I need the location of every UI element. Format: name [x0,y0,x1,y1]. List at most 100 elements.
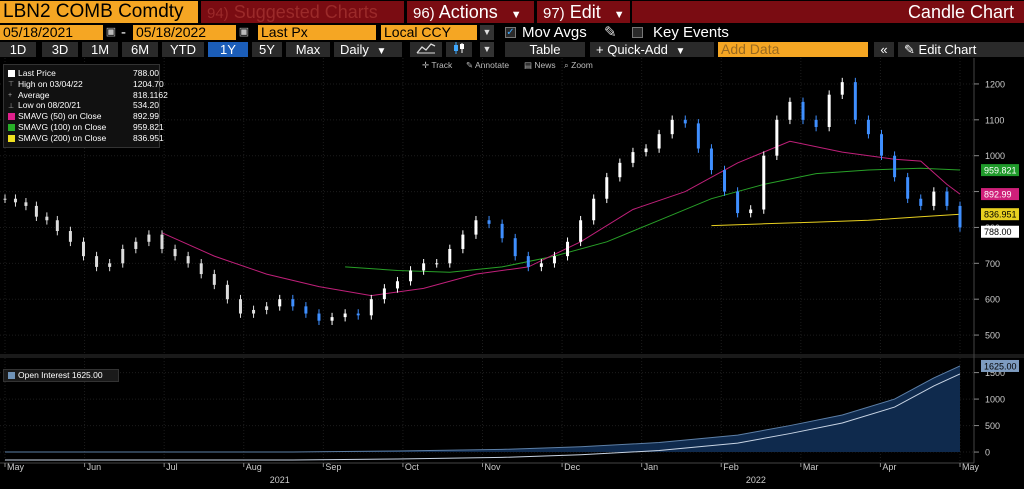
key-events-checkbox[interactable] [632,27,643,38]
candle-body [880,134,884,156]
candle-body [631,152,635,163]
calendar-icon[interactable]: ▣ [238,26,250,38]
year-label: 2022 [746,475,766,485]
candle-body [866,119,870,135]
legend-item: SMAVG (100) on Close 959.821 [8,122,164,132]
period-3d-button[interactable]: 3D [42,42,78,57]
candle-body [827,94,831,127]
toolbar: 1D 3D 1M 6M YTD 1Y 5Y Max Daily ▼ ▼ Tabl… [0,41,1024,58]
legend-label: High on 03/04/22 [18,78,83,89]
legend-swatch: ⊤ [8,81,15,89]
period-ytd-button[interactable]: YTD [162,42,204,57]
y-tick-label: 1200 [985,79,1005,89]
price-y-ticks: 500600700800900100011001200050010001500 [974,79,1005,458]
marker-value: 1625.00 [984,361,1017,371]
calendar-icon[interactable]: ▣ [105,26,117,38]
candle-body [906,177,910,199]
interval-select[interactable]: Daily ▼ [334,42,402,57]
candle-body [723,170,727,192]
candle-body [945,191,949,206]
suggested-charts-button[interactable]: 94) Suggested Charts [201,1,404,23]
edit-button[interactable]: 97) Edit ▼ [537,1,630,23]
edit-chart-button[interactable]: ✎ Edit Chart [898,42,1024,57]
period-6m-button[interactable]: 6M [122,42,158,57]
price-field-select[interactable]: Last Px [258,25,376,40]
chevron-down-icon: ▼ [613,9,625,21]
candle-body [500,223,504,239]
mov-avgs-checkbox[interactable]: ✓ [505,27,516,38]
candle-body [814,119,818,127]
legend-label: SMAVG (200) on Close [18,132,107,143]
candle-body [24,202,28,206]
candle-body [736,191,740,214]
open-interest-edge [5,365,961,453]
chevron-down-icon[interactable]: ▼ [480,25,494,40]
legend-label: SMAVG (50) on Close [18,111,102,122]
legend-item: + Average 818.1162 [8,90,168,100]
candle-body [958,205,962,228]
currency-select[interactable]: Local CCY [381,25,477,40]
period-max-button[interactable]: Max [286,42,330,57]
ticker-field[interactable]: LBN2 COMB Comdty [0,1,198,23]
y-tick-label: 700 [985,259,1000,269]
chevron-down-icon[interactable]: ▼ [480,42,494,57]
marker-box [981,164,1019,177]
candle-body [68,231,72,242]
candle-body [199,263,203,275]
marker-value: 788.00 [984,227,1012,237]
legend-value: 818.1162 [133,89,168,100]
candle-body [526,256,530,267]
period-1d-button[interactable]: 1D [0,42,36,57]
candle-body [382,288,386,300]
track-tool[interactable]: ✛ Track [422,60,453,70]
legend-swatch [8,113,15,121]
candle-body [343,313,347,318]
annotate-tool[interactable]: ✎ Annotate [466,60,510,70]
marker-value: 959.821 [984,166,1017,176]
zoom-tool[interactable]: ⌕ Zoom [564,60,593,70]
candle-body [252,309,256,314]
period-1y-button[interactable]: 1Y [208,42,248,57]
legend-value: 534.20 [133,100,159,111]
period-5y-button[interactable]: 5Y [252,42,282,57]
candle-body [709,148,713,171]
candle-body [395,281,399,289]
open-interest-marker: 1625.00 [981,359,1019,372]
chevron-down-icon: ▼ [376,46,387,57]
x-tick-label: May [7,462,25,472]
candle-body [45,216,49,221]
start-date-field[interactable]: 05/18/2021 [0,25,103,40]
chevron-down-icon: ▼ [510,9,522,21]
legend-item: ⊥ Low on 08/20/21 534.20 [8,100,159,111]
actions-button[interactable]: 96) Actions ▼ [407,1,534,23]
candle-body [95,256,99,267]
candle-body [592,198,596,221]
add-data-input[interactable]: Add Data [718,42,868,57]
price-chart[interactable]: 500600700800900100011001200050010001500 … [0,58,1024,489]
period-1m-button[interactable]: 1M [82,42,118,57]
candle-body [749,209,753,214]
news-tool[interactable]: ▤ News [524,60,556,70]
table-button[interactable]: Table [505,42,585,57]
news-label: News [534,60,556,70]
track-label: Track [431,60,453,70]
collapse-icon[interactable]: « [874,42,894,57]
end-date-field[interactable]: 05/18/2022 [133,25,236,40]
pencil-icon[interactable]: ✎ [604,24,617,41]
open-interest-panel [5,365,961,461]
line-chart-icon[interactable] [410,42,442,57]
legend-value: 959.821 [133,122,164,132]
plus-icon: + [596,42,604,57]
candle-body [919,198,923,206]
marker-box [981,208,1019,221]
panel-splitter[interactable] [0,354,1024,358]
quick-add-button[interactable]: + Quick-Add ▼ [590,42,714,57]
legend-value: 836.951 [133,132,164,143]
candle-body [762,155,766,210]
candle-body [788,101,792,120]
mov-avgs-label: Mov Avgs [522,24,587,41]
value-markers: 959.821 892.99 836.951 788.00 1625.00 [981,164,1019,372]
candle-chart-icon[interactable] [446,42,472,57]
marker-box [981,188,1019,201]
candle-body [579,220,583,242]
